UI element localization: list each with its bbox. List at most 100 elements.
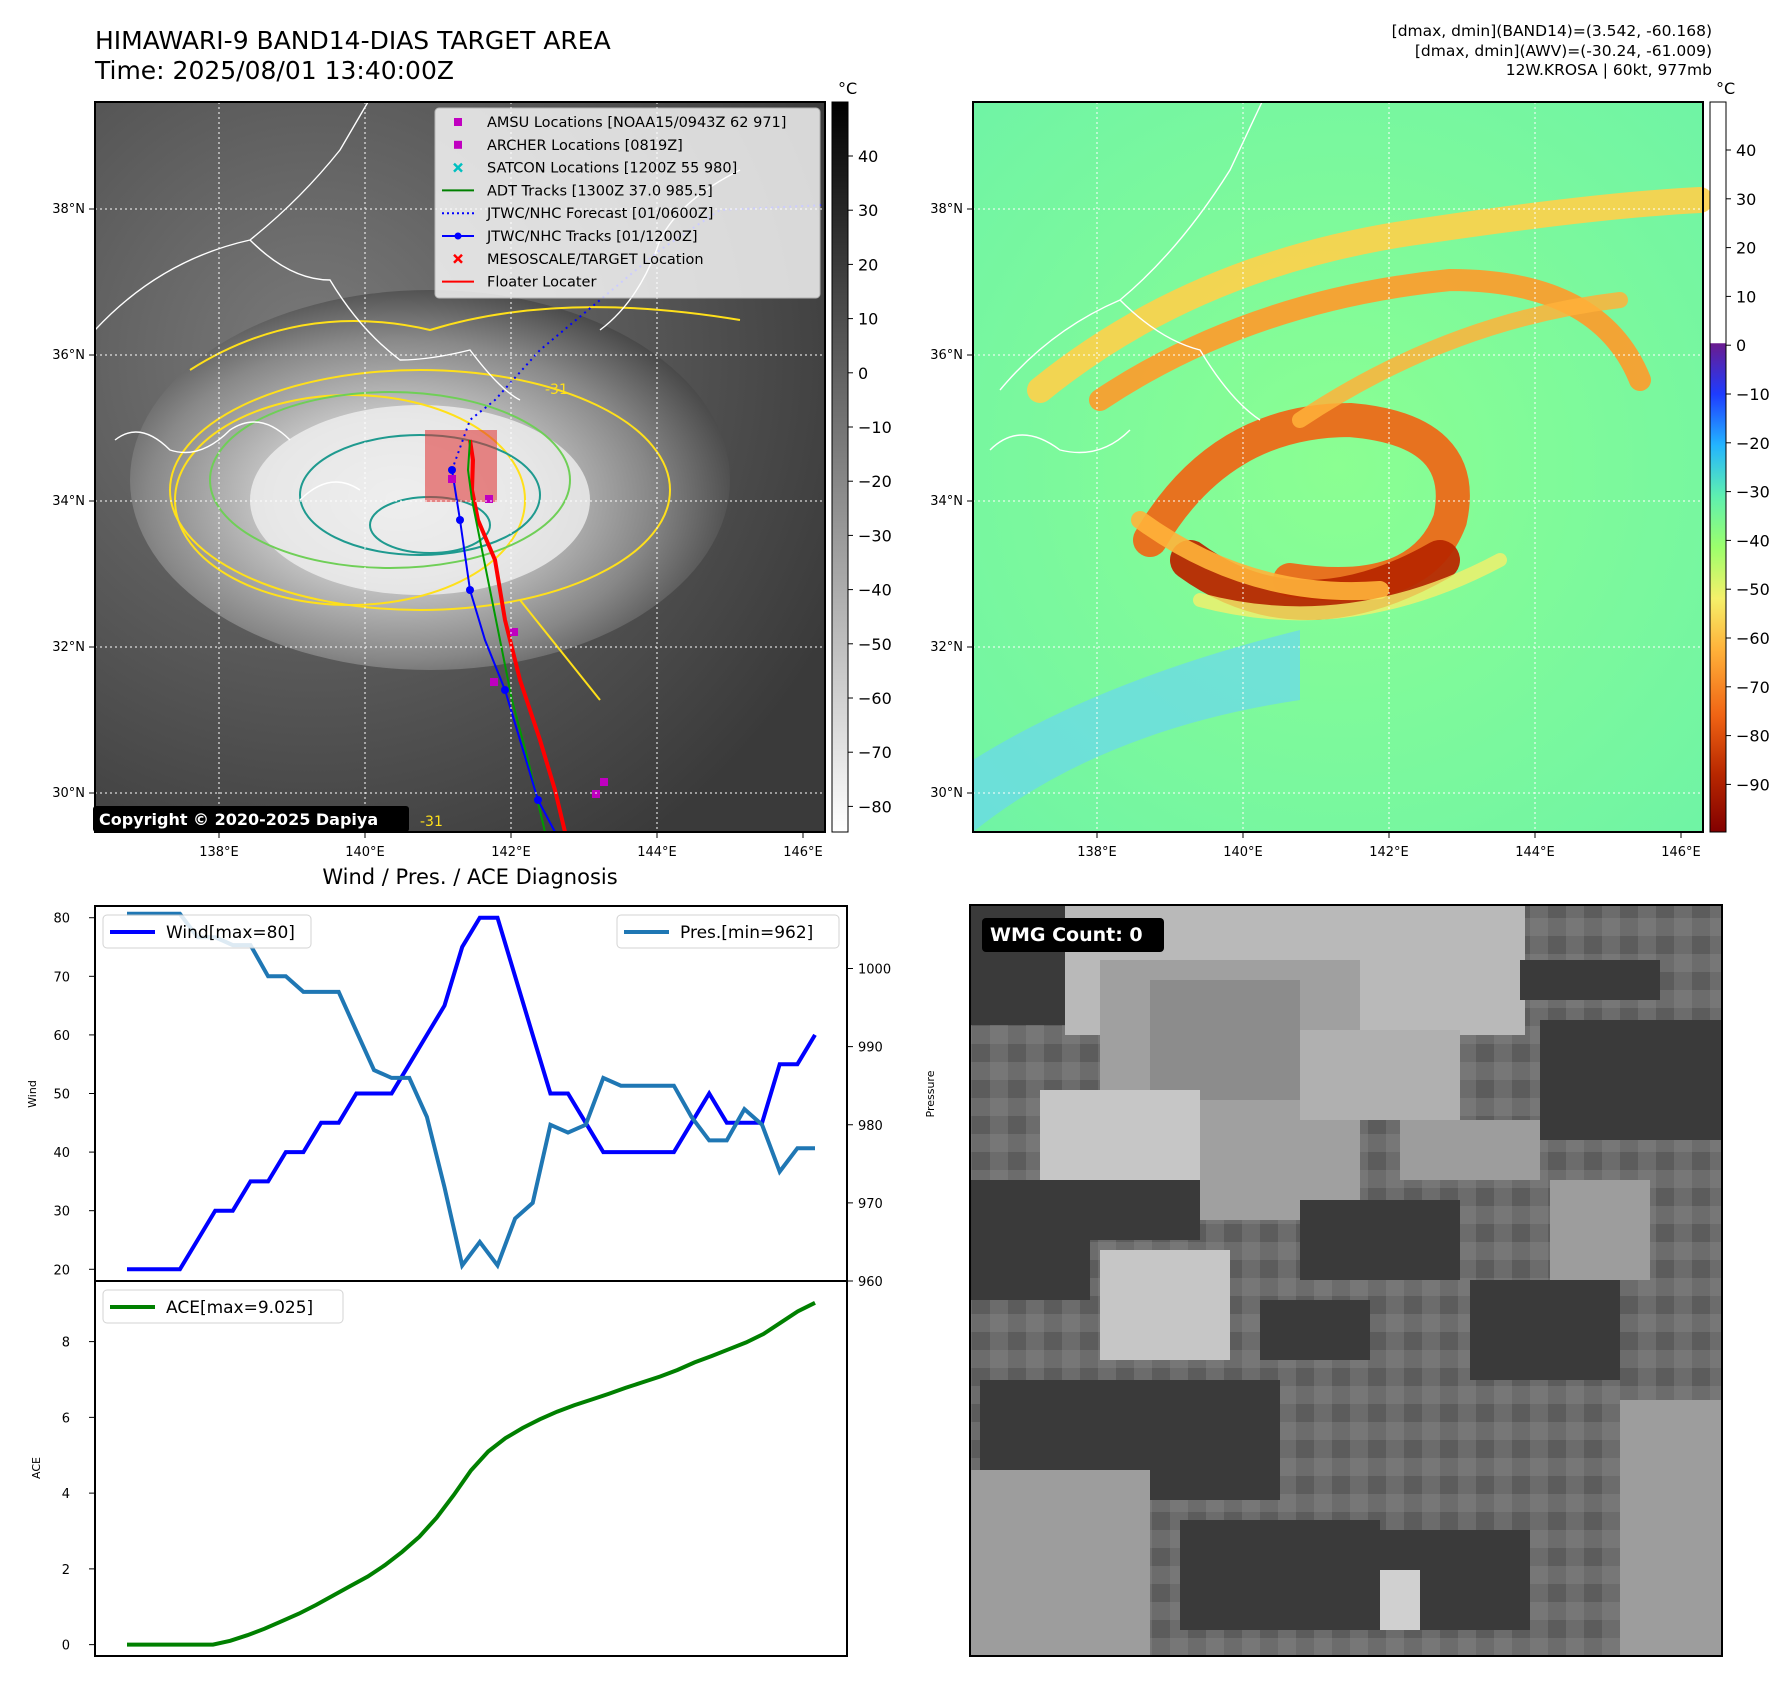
- lat-tick-label: 34°N: [930, 494, 963, 509]
- legend-label: ADT Tracks [1300Z 37.0 985.5]: [487, 183, 713, 199]
- diagnosis-chart: Wind / Pres. / ACE Diagnosis 20 30 40 50 60 7…: [26, 865, 937, 1290]
- awv-coastlines: [989, 101, 1263, 454]
- wind-tick-label: 80: [53, 912, 70, 927]
- pressure-tick-label: 970: [858, 1197, 883, 1212]
- copyright-badge: Copyright © 2020-2025 Dapiya: [93, 806, 409, 832]
- awv-colorbar-unit: °C: [1716, 79, 1735, 98]
- colorbar-tick-label: −40: [858, 581, 892, 600]
- ace-chart: 0 2 4 6 8 ACE ACE[max=9.025]: [30, 1280, 848, 1657]
- lat-tick-label: 32°N: [930, 640, 963, 655]
- ace-tick-label: 6: [62, 1411, 70, 1426]
- legend-label: JTWC/NHC Tracks [01/1200Z]: [486, 229, 698, 245]
- colorbar-tick-label: −20: [1736, 434, 1770, 453]
- legend-marker-x: [453, 253, 463, 264]
- floater-locater-track: [468, 439, 567, 833]
- info-line-1: [dmax, dmin](BAND14)=(3.542, -60.168): [1391, 22, 1712, 40]
- info-line-3: 12W.KROSA | 60kt, 977mb: [1505, 61, 1712, 79]
- jtwc-track: [451, 469, 556, 833]
- colorbar-tick-label: 20: [1736, 239, 1756, 258]
- colorbar-tick-label: −20: [858, 472, 892, 491]
- colorbar-tick-label: 40: [858, 147, 878, 166]
- wind-tick-label: 50: [53, 1088, 70, 1103]
- info-line-2: [dmax, dmin](AWV)=(-30.24, -61.009): [1414, 41, 1712, 60]
- legend-label: SATCON Locations [1200Z 55 980]: [487, 161, 737, 177]
- legend-label: AMSU Locations [NOAA15/0943Z 62 971]: [487, 115, 786, 131]
- contour-label: -31: [545, 382, 568, 398]
- colorbar-tick-label: 10: [1736, 287, 1756, 306]
- jtwc-track-points: [448, 466, 542, 804]
- awv-map-panel: 138°E 140°E 142°E 144°E 146°E 38°N 36°N 34°N 32…: [930, 101, 1713, 860]
- ace-tick-label: 8: [62, 1336, 70, 1351]
- pressure-legend-label: Pres.[min=962]: [680, 923, 813, 943]
- colorbar-tick-label: −10: [858, 418, 892, 437]
- legend-marker-square: [454, 118, 462, 126]
- ir-colorbar-unit: °C: [838, 79, 857, 98]
- ir-map-panel: -31 -31 AMSU Locations [NOAA15/0943Z 62 …: [52, 101, 826, 860]
- ace-axis-label: ACE: [30, 1457, 43, 1479]
- ir-colorbar: °C 40 30 20 10 0 −10 −20 −30 −40 −50 −60 −70 −80: [831, 79, 892, 833]
- legend-label: Floater Locater: [487, 275, 596, 291]
- lat-tick-label: 32°N: [52, 640, 85, 655]
- ace-tick-label: 4: [62, 1487, 70, 1502]
- colorbar-tick-label: −10: [1736, 385, 1770, 404]
- colorbar-tick-label: 20: [858, 255, 878, 274]
- lon-tick-label: 146°E: [783, 845, 823, 860]
- wind-tick-label: 40: [53, 1146, 70, 1161]
- lon-tick-label: 138°E: [199, 845, 239, 860]
- wind-tick-label: 70: [53, 970, 70, 985]
- wind-tick-label: 30: [53, 1205, 70, 1220]
- pressure-tick-label: 960: [858, 1275, 883, 1290]
- colorbar-tick-label: 30: [858, 201, 878, 220]
- lon-tick-label: 140°E: [345, 845, 385, 860]
- title-line-2: Time: 2025/08/01 13:40:00Z: [95, 56, 454, 85]
- colorbar-tick-label: −50: [858, 635, 892, 654]
- colorbar-tick-label: −70: [1736, 678, 1770, 697]
- adt-track: [466, 439, 546, 833]
- wind-legend-label: Wind[max=80]: [166, 923, 295, 943]
- lat-tick-label: 30°N: [930, 786, 963, 801]
- pressure-tick-label: 980: [858, 1119, 883, 1134]
- lon-tick-label: 142°E: [1369, 845, 1409, 860]
- ir-contours-green: [209, 391, 571, 569]
- map-legend: AMSU Locations [NOAA15/0943Z 62 971] ARCH…: [434, 107, 821, 299]
- colorbar-tick-label: 30: [1736, 190, 1756, 209]
- lon-tick-label: 146°E: [1661, 845, 1701, 860]
- awv-spiral-bands: [1027, 187, 1713, 621]
- colorbar-tick-label: −60: [1736, 629, 1770, 648]
- colorbar-tick-label: −40: [1736, 531, 1770, 550]
- colorbar-tick-label: −80: [858, 797, 892, 816]
- legend-marker-square: [454, 140, 462, 149]
- pressure-tick-label: 990: [858, 1041, 883, 1056]
- colorbar-tick-label: −90: [1736, 775, 1770, 794]
- awv-colorbar: °C 40 30 20 10 0 −10 −20 −30 −40 −50 −60 −70 −80 −90: [1709, 79, 1770, 833]
- lon-tick-label: 144°E: [1515, 845, 1555, 860]
- lat-tick-label: 36°N: [930, 348, 963, 363]
- colorbar-tick-label: −30: [858, 526, 892, 545]
- colorbar-tick-label: −60: [858, 689, 892, 708]
- lat-tick-label: 38°N: [930, 202, 963, 217]
- amsu-archer-points: [448, 475, 608, 798]
- awv-gridlines: [973, 102, 1703, 832]
- colorbar-tick-label: −30: [1736, 483, 1770, 502]
- lon-tick-label: 144°E: [637, 845, 677, 860]
- wind-axis-label: Wind: [26, 1080, 39, 1108]
- legend-marker-dot: [454, 232, 462, 240]
- lat-tick-label: 38°N: [52, 202, 85, 217]
- legend-label: JTWC/NHC Forecast [01/0600Z]: [486, 206, 713, 222]
- colorbar-tick-label: −70: [858, 743, 892, 762]
- lon-tick-label: 142°E: [491, 845, 531, 860]
- wmg-panel: WMG Count: 0: [969, 904, 1723, 1657]
- copyright-text: Copyright © 2020-2025 Dapiya: [99, 810, 378, 829]
- mesoscale-target-box: [425, 430, 497, 502]
- ace-legend-label: ACE[max=9.025]: [166, 1298, 313, 1318]
- title-line-1: HIMAWARI-9 BAND14-DIAS TARGET AREA: [95, 26, 611, 55]
- wind-tick-label: 60: [53, 1029, 70, 1044]
- lat-tick-label: 36°N: [52, 348, 85, 363]
- legend-label: MESOSCALE/TARGET Location: [487, 252, 704, 268]
- lon-tick-label: 138°E: [1077, 845, 1117, 860]
- ace-legend: ACE[max=9.025]: [102, 1289, 344, 1324]
- wind-tick-label: 20: [53, 1263, 70, 1278]
- figure-title: HIMAWARI-9 BAND14-DIAS TARGET AREA Time:…: [95, 26, 611, 86]
- pressure-tick-label: 1000: [858, 963, 891, 978]
